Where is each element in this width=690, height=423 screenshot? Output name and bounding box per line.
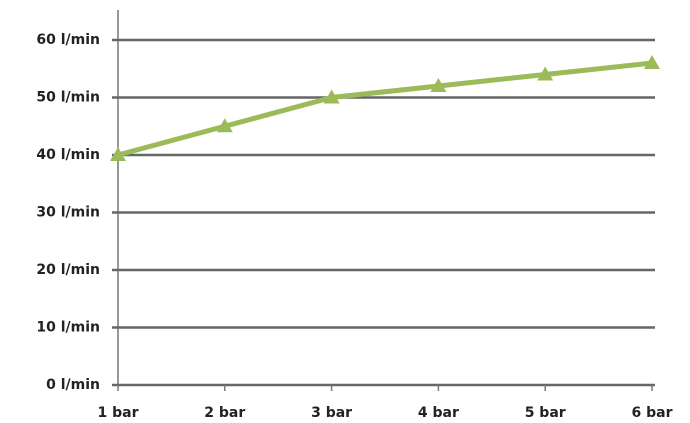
marker bbox=[644, 55, 660, 69]
marker bbox=[537, 66, 554, 81]
x-tick-label: 6 bar bbox=[632, 405, 673, 421]
x-tick-label: 1 bar bbox=[98, 405, 139, 421]
x-tick-label: 5 bar bbox=[525, 405, 566, 421]
y-tick-label: 40 l/min bbox=[36, 147, 100, 163]
marker bbox=[430, 78, 447, 92]
y-tick-label: 60 l/min bbox=[36, 32, 100, 48]
x-tick-label: 2 bar bbox=[204, 405, 245, 421]
y-tick-label: 30 l/min bbox=[36, 205, 100, 221]
y-tick-label: 10 l/min bbox=[36, 320, 100, 336]
x-tick-label: 3 bar bbox=[311, 405, 352, 421]
y-tick-label: 0 l/min bbox=[46, 377, 100, 393]
marker bbox=[110, 147, 126, 161]
marker bbox=[216, 118, 233, 133]
x-tick-label: 4 bar bbox=[418, 405, 459, 421]
y-tick-label: 20 l/min bbox=[36, 262, 100, 278]
marker bbox=[323, 89, 340, 104]
series-line bbox=[117, 60, 653, 158]
y-tick-label: 50 l/min bbox=[36, 90, 100, 106]
